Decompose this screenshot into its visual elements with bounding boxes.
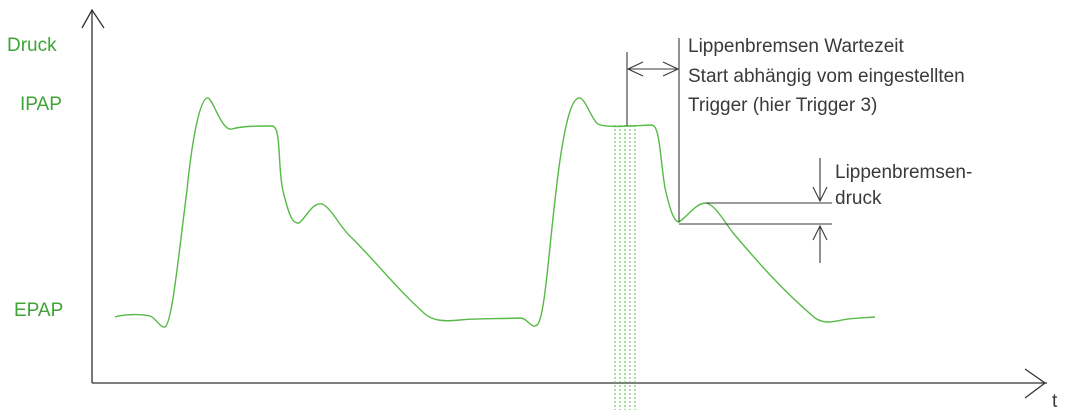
pressure-arrowhead-up	[812, 224, 828, 241]
wait-time-trigger-note: Trigger (hier Trigger 3)	[688, 95, 877, 116]
axes	[81, 8, 1047, 399]
y-axis-arrowhead	[81, 8, 105, 29]
y-axis-label: Druck	[7, 35, 57, 56]
wait-time-arrowhead-left	[626, 61, 644, 77]
trigger-dashed-lines	[614, 125, 636, 410]
pressure-curve	[114, 97, 876, 328]
x-axis-label: t	[1052, 391, 1058, 410]
wait-time-arrowhead-right	[662, 61, 680, 77]
lip-brake-pressure-label-cont: druck	[835, 188, 882, 209]
ipap-label: IPAP	[20, 94, 62, 115]
wait-time-marker	[626, 38, 680, 222]
lip-brake-pressure-label: Lippenbremsen-	[835, 162, 972, 183]
x-axis-arrowhead	[1024, 368, 1047, 399]
epap-label: EPAP	[14, 300, 63, 321]
pressure-marker	[679, 158, 832, 263]
pressure-arrowhead-down	[812, 186, 828, 203]
wait-time-label: Lippenbremsen Wartezeit	[688, 36, 905, 57]
wait-time-description: Start abhängig vom eingestellten	[688, 66, 965, 87]
